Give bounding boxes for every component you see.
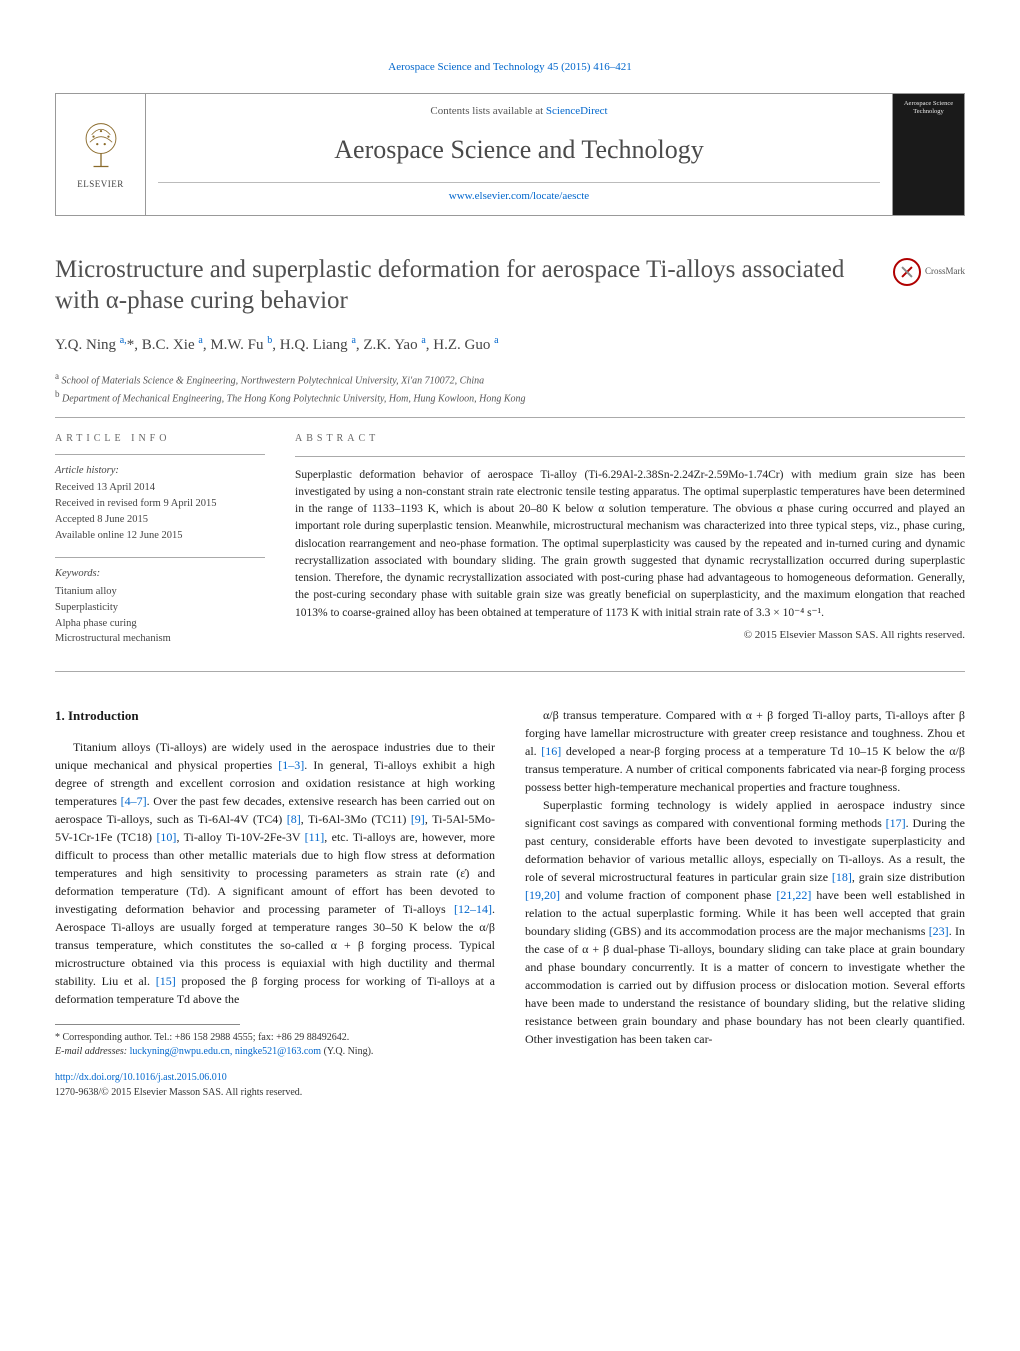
intro-para-1: Titanium alloys (Ti-alloys) are widely u… [55,738,495,1008]
abstract-heading: abstract [295,432,965,446]
footnote-separator [55,1024,240,1025]
journal-homepage-link[interactable]: www.elsevier.com/locate/aescte [158,182,880,204]
email-person: (Y.Q. Ning). [324,1046,374,1057]
article-info-heading: article info [55,432,265,446]
cover-text: Aerospace Science Technology [897,100,960,116]
elsevier-tree-icon [73,118,129,174]
crossmark-label: CrossMark [925,265,965,278]
article-title: Microstructure and superplastic deformat… [55,254,893,317]
contents-prefix: Contents lists available at [430,105,545,117]
keyword-3: Alpha phase curing [55,616,265,632]
authors-line: Y.Q. Ning a,*, B.C. Xie a, M.W. Fu b, H.… [55,334,965,356]
keyword-2: Superplasticity [55,600,265,616]
doi-link[interactable]: http://dx.doi.org/10.1016/j.ast.2015.06.… [55,1070,495,1085]
history-received: Received 13 April 2014 [55,480,265,496]
affiliation-b: b Department of Mechanical Engineering, … [55,388,965,406]
corresponding-author: * Corresponding author. Tel.: +86 158 29… [55,1031,495,1046]
mid-rule [55,671,965,672]
email-link[interactable]: luckyning@nwpu.edu.cn, ningke521@163.com [130,1046,321,1057]
publisher-label: ELSEVIER [77,178,124,191]
keyword-4: Microstructural mechanism [55,631,265,647]
journal-citation-top: Aerospace Science and Technology 45 (201… [55,60,965,75]
intro-para-3: Superplastic forming technology is widel… [525,796,965,1048]
email-label: E-mail addresses: [55,1046,127,1057]
keyword-1: Titanium alloy [55,584,265,600]
body-text: 1. Introduction Titanium alloys (Ti-allo… [55,706,965,1100]
article-info-column: article info Article history: Received 1… [55,432,265,662]
affiliation-a: a School of Materials Science & Engineer… [55,370,965,388]
abstract-text: Superplastic deformation behavior of aer… [295,467,965,622]
history-accepted: Accepted 8 June 2015 [55,512,265,528]
intro-para-2: α/β transus temperature. Compared with α… [525,706,965,796]
publisher-logo-cell: ELSEVIER [56,94,146,214]
history-revised: Received in revised form 9 April 2015 [55,496,265,512]
section-1-heading: 1. Introduction [55,706,495,726]
affiliations: a School of Materials Science & Engineer… [55,370,965,407]
history-online: Available online 12 June 2015 [55,528,265,544]
email-line: E-mail addresses: luckyning@nwpu.edu.cn,… [55,1045,495,1060]
sciencedirect-link[interactable]: ScienceDirect [546,105,608,117]
history-label: Article history: [55,463,265,479]
abstract-column: abstract Superplastic deformation behavi… [295,432,965,662]
crossmark-icon [893,258,921,286]
header-center: Contents lists available at ScienceDirec… [146,94,892,214]
keywords-label: Keywords: [55,566,265,582]
footnotes: * Corresponding author. Tel.: +86 158 29… [55,1031,495,1060]
contents-available: Contents lists available at ScienceDirec… [158,104,880,119]
crossmark-badge[interactable]: CrossMark [893,258,965,286]
issn-copyright: 1270-9638/© 2015 Elsevier Masson SAS. Al… [55,1085,495,1100]
journal-cover-thumb: Aerospace Science Technology [892,94,964,214]
abstract-copyright: © 2015 Elsevier Masson SAS. All rights r… [295,628,965,643]
journal-title: Aerospace Science and Technology [158,132,880,168]
journal-header: ELSEVIER Contents lists available at Sci… [55,93,965,215]
top-rule [55,417,965,418]
